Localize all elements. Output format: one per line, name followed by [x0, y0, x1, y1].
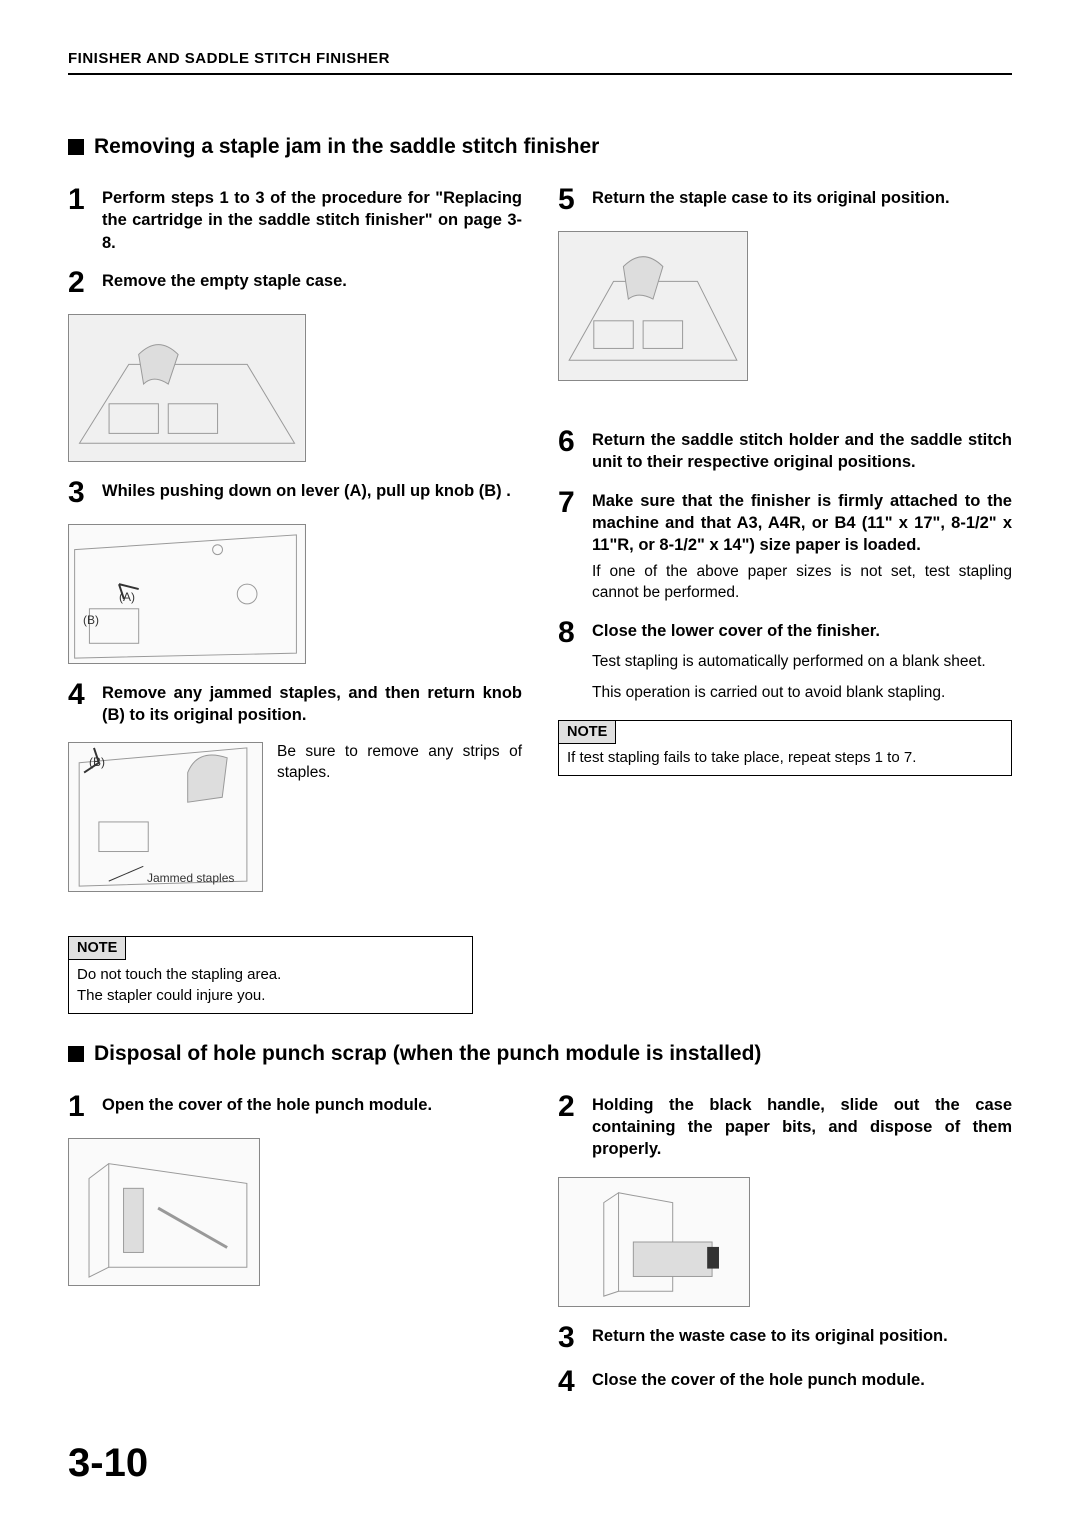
page-header: FINISHER AND SADDLE STITCH FINISHER — [68, 50, 1012, 75]
step-title: Remove any jammed staples, and then retu… — [102, 682, 522, 727]
step-4: 4 Remove any jammed staples, and then re… — [68, 682, 522, 727]
note-line-1: Do not touch the stapling area. — [77, 965, 464, 985]
step-2: 2 Remove the empty staple case. — [68, 270, 522, 298]
step-number: 2 — [558, 1092, 588, 1161]
step-title: Return the waste case to its original po… — [592, 1325, 1012, 1347]
section-2-title: Disposal of hole punch scrap (when the p… — [94, 1042, 761, 1066]
step-number: 7 — [558, 488, 588, 605]
step-body: Perform steps 1 to 3 of the procedure fo… — [98, 187, 522, 254]
note-label: NOTE — [69, 937, 126, 960]
section-1-columns: 1 Perform steps 1 to 3 of the procedure … — [68, 187, 1012, 1032]
step-body: Remove the empty staple case. — [98, 270, 522, 298]
illustration-step-3: (A) (B) — [68, 524, 306, 664]
step-body: Whiles pushing down on lever (A), pull u… — [98, 480, 522, 508]
step-title: Open the cover of the hole punch module. — [102, 1094, 522, 1116]
step-number: 6 — [558, 427, 588, 474]
section-2-columns: 1 Open the cover of the hole punch modul… — [68, 1094, 1012, 1413]
step-body: Return the waste case to its original po… — [588, 1325, 1012, 1353]
label-b: (B) — [83, 613, 99, 627]
step-body: Close the cover of the hole punch module… — [588, 1369, 1012, 1397]
left-column: 1 Perform steps 1 to 3 of the procedure … — [68, 187, 522, 1032]
step-body: Make sure that the finisher is firmly at… — [588, 490, 1012, 605]
step-body: Return the saddle stitch holder and the … — [588, 429, 1012, 474]
step-body: Close the lower cover of the finisher. T… — [588, 620, 1012, 704]
step-body: Holding the black handle, slide out the … — [588, 1094, 1012, 1161]
step-title: Whiles pushing down on lever (A), pull u… — [102, 480, 522, 502]
illustration-s2-step-1 — [68, 1138, 260, 1286]
step-title: Remove the empty staple case. — [102, 270, 522, 292]
s2-step-4: 4 Close the cover of the hole punch modu… — [558, 1369, 1012, 1397]
label-jammed: Jammed staples — [147, 871, 234, 885]
step-title: Return the saddle stitch holder and the … — [592, 429, 1012, 474]
note-body: Do not touch the stapling area. The stap… — [69, 960, 472, 1013]
bullet-icon — [68, 1046, 84, 1062]
step-4-side-text: Be sure to remove any strips of staples. — [277, 742, 522, 892]
note-label: NOTE — [559, 721, 616, 744]
note-box-1: NOTE Do not touch the stapling area. The… — [68, 936, 473, 1014]
step-number: 4 — [68, 680, 98, 727]
step-title: Holding the black handle, slide out the … — [592, 1094, 1012, 1161]
step-number: 3 — [68, 478, 98, 508]
step-number: 1 — [68, 1092, 98, 1122]
step-body: Return the staple case to its original p… — [588, 187, 1012, 215]
step-title: Close the cover of the hole punch module… — [592, 1369, 1012, 1391]
step-title: Return the staple case to its original p… — [592, 187, 1012, 209]
step-desc: If one of the above paper sizes is not s… — [592, 562, 1012, 604]
step-number: 3 — [558, 1323, 588, 1353]
step-body: Remove any jammed staples, and then retu… — [98, 682, 522, 727]
step-5: 5 Return the staple case to its original… — [558, 187, 1012, 215]
section-2-heading: Disposal of hole punch scrap (when the p… — [68, 1042, 1012, 1066]
illustration-step-2 — [68, 314, 306, 462]
right-column-2: 2 Holding the black handle, slide out th… — [558, 1094, 1012, 1413]
label-a: (A) — [119, 590, 135, 604]
illustration-step-4: (B) Jammed staples — [68, 742, 263, 892]
note-box-2: NOTE If test stapling fails to take plac… — [558, 720, 1012, 775]
section-1-heading: Removing a staple jam in the saddle stit… — [68, 135, 1012, 159]
s2-step-1: 1 Open the cover of the hole punch modul… — [68, 1094, 522, 1122]
right-column: 5 Return the staple case to its original… — [558, 187, 1012, 1032]
note-body: If test stapling fails to take place, re… — [559, 744, 1011, 774]
step-title: Perform steps 1 to 3 of the procedure fo… — [102, 187, 522, 254]
s2-step-2: 2 Holding the black handle, slide out th… — [558, 1094, 1012, 1161]
step-body: Open the cover of the hole punch module. — [98, 1094, 522, 1122]
step-1: 1 Perform steps 1 to 3 of the procedure … — [68, 187, 522, 254]
step-4-row: (B) Jammed staples Be sure to remove any… — [68, 742, 522, 892]
step-title: Make sure that the finisher is firmly at… — [592, 490, 1012, 557]
header-title: FINISHER AND SADDLE STITCH FINISHER — [68, 50, 1012, 67]
step-desc-2: This operation is carried out to avoid b… — [592, 683, 1012, 704]
step-number: 2 — [68, 268, 98, 298]
illustration-s2-step-2 — [558, 1177, 750, 1307]
s2-step-3: 3 Return the waste case to its original … — [558, 1325, 1012, 1353]
step-6: 6 Return the saddle stitch holder and th… — [558, 429, 1012, 474]
illustration-step-5 — [558, 231, 748, 381]
step-desc-1: Test stapling is automatically performed… — [592, 652, 1012, 673]
step-number: 1 — [68, 185, 98, 254]
section-1-title: Removing a staple jam in the saddle stit… — [94, 135, 599, 159]
label-b-2: (B) — [89, 755, 105, 769]
bullet-icon — [68, 139, 84, 155]
note-line-2: The stapler could injure you. — [77, 986, 464, 1006]
left-column-2: 1 Open the cover of the hole punch modul… — [68, 1094, 522, 1413]
step-8: 8 Close the lower cover of the finisher.… — [558, 620, 1012, 704]
page-number: 3-10 — [68, 1441, 148, 1486]
step-title: Close the lower cover of the finisher. — [592, 620, 1012, 642]
step-number: 8 — [558, 618, 588, 704]
step-number: 4 — [558, 1367, 588, 1397]
step-number: 5 — [558, 185, 588, 215]
step-7: 7 Make sure that the finisher is firmly … — [558, 490, 1012, 605]
step-3: 3 Whiles pushing down on lever (A), pull… — [68, 480, 522, 508]
